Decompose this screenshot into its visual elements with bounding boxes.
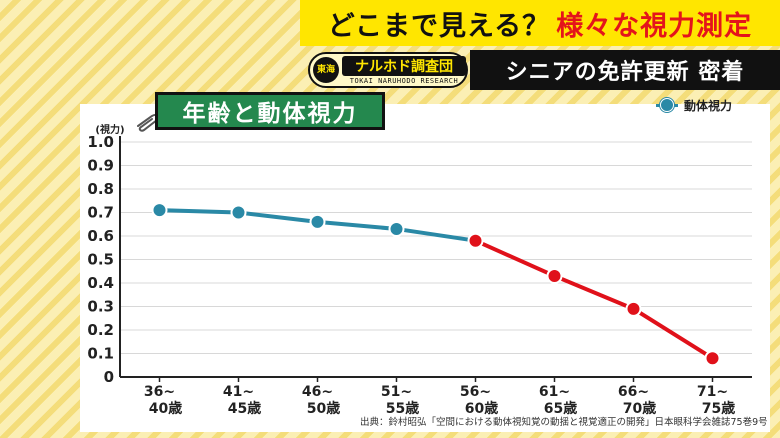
series-segment <box>157 208 241 215</box>
chart-grid <box>120 141 752 354</box>
logo-badge: 東海 <box>313 57 339 83</box>
headline-highlight-text: 様々な視力測定 <box>556 10 753 42</box>
x-tick-label: 60歳 <box>465 400 498 417</box>
paperclip-icon <box>137 113 160 132</box>
data-point <box>704 350 721 367</box>
y-tick-label: 0.8 <box>87 180 114 198</box>
y-tick-label: 0.7 <box>87 204 114 222</box>
data-point <box>625 300 642 317</box>
x-tick-label: 56~ <box>460 384 491 400</box>
x-tick-label: 75歳 <box>702 400 735 417</box>
y-tick-label: 0.6 <box>87 227 114 245</box>
chart-axes <box>119 136 752 382</box>
legend-label: 動体視力 <box>684 98 733 113</box>
chart-legend: 動体視力 <box>656 96 732 114</box>
headline-text: どこまで見える？ <box>327 10 551 42</box>
y-tick-label: 1.0 <box>87 133 114 151</box>
y-tick-label: 0.5 <box>87 251 114 269</box>
x-tick-label: 45歳 <box>228 400 261 417</box>
data-point <box>467 232 484 249</box>
series-segment <box>473 238 557 278</box>
y-tick-label: 0.4 <box>87 274 114 292</box>
series-segment <box>631 306 715 361</box>
series-segment <box>236 210 320 224</box>
x-tick-label: 66~ <box>618 384 649 400</box>
y-axis-label: (視力) <box>95 123 124 136</box>
x-tick-label: 70歳 <box>623 400 656 417</box>
x-tick-label: 61~ <box>539 384 570 400</box>
data-point <box>151 202 168 219</box>
chart-title: 年齢と動体視力 <box>155 92 385 130</box>
chart-tick-labels: 0 0.1 0.2 0.3 0.4 0.5 0.6 0.7 0.8 0.9 1.0(視力) 36~40… <box>87 123 735 417</box>
data-point <box>546 267 563 284</box>
x-tick-label: 40歳 <box>149 400 182 417</box>
series-segment <box>394 226 478 243</box>
y-tick-label: 0.3 <box>87 298 114 316</box>
y-tick-label: 0.1 <box>87 345 114 363</box>
x-tick-label: 55歳 <box>386 400 419 417</box>
x-tick-label: 50歳 <box>307 400 340 417</box>
legend-marker-icon <box>656 98 678 112</box>
x-tick-label: 71~ <box>697 384 728 400</box>
x-tick-label: 41~ <box>223 384 254 400</box>
chart-lines <box>157 208 715 361</box>
program-logo: 東海 ナルホド調査団 TOKAI NARUHODO RESEARCH <box>308 52 468 88</box>
x-tick-label: 46~ <box>302 384 333 400</box>
headline-banner: どこまで見える？ 様々な視力測定 <box>300 0 780 46</box>
y-tick-label: 0.2 <box>87 321 114 339</box>
logo-subtitle: TOKAI NARUHODO RESEARCH <box>349 77 459 85</box>
chart-points <box>151 202 721 367</box>
logo-title: ナルホド調査団 <box>342 56 466 76</box>
subheadline-banner: シニアの免許更新 密着 <box>470 50 780 90</box>
data-point <box>388 220 405 237</box>
data-point <box>230 204 247 221</box>
subheadline-text: シニアの免許更新 密着 <box>505 60 745 85</box>
x-tick-label: 65歳 <box>544 400 577 417</box>
x-tick-label: 36~ <box>144 384 175 400</box>
data-point <box>309 213 326 230</box>
y-tick-label: 0 <box>104 368 114 386</box>
y-tick-label: 0.9 <box>87 157 114 175</box>
series-segment <box>315 219 399 231</box>
source-citation: 出典：鈴村昭弘「空間における動体視知覚の動揺と視覚適正の開発」日本眼科学会雑誌7… <box>360 417 768 428</box>
x-tick-label: 51~ <box>381 384 412 400</box>
series-segment <box>552 273 636 311</box>
